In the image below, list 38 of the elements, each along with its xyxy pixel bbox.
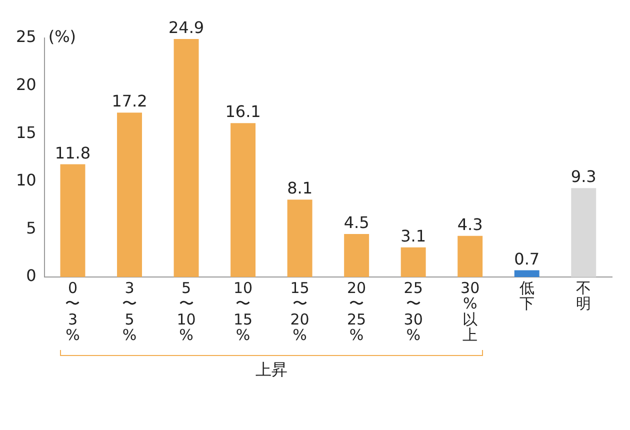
bar: [287, 200, 312, 277]
bar: [458, 236, 483, 277]
bar: [571, 188, 596, 277]
bar: [230, 123, 256, 277]
x-tick-label: 不明: [576, 278, 592, 313]
bar: [344, 234, 370, 277]
y-axis-title: (%): [48, 27, 76, 46]
y-tick-label: 15: [16, 122, 36, 142]
data-label: 24.9: [168, 18, 204, 38]
data-label: 3.1: [400, 226, 426, 246]
x-tick-label: 3〜5%: [122, 278, 138, 344]
bar: [60, 164, 86, 277]
y-tick-label: 25: [16, 27, 36, 46]
data-label: 4.5: [344, 213, 370, 232]
data-label: 4.3: [457, 215, 483, 234]
data-label: 16.1: [225, 102, 261, 122]
text: 上昇: [254, 360, 288, 381]
x-tick-label: 15〜20%: [290, 278, 310, 344]
bar: [117, 112, 142, 277]
bar: [514, 270, 540, 277]
bar: [400, 247, 426, 277]
data-label: 9.3: [570, 167, 596, 186]
x-tick-label: 20〜25%: [347, 278, 366, 344]
data-label: 17.2: [112, 92, 148, 111]
data-label: 8.1: [287, 178, 313, 198]
x-tick-label: 5〜10%: [176, 278, 196, 344]
data-label: 0.7: [514, 249, 540, 268]
x-tick-label: 0〜3%: [65, 278, 80, 344]
x-tick-label: 低下: [519, 278, 534, 313]
y-tick-label: 0: [26, 266, 36, 286]
bar: [174, 38, 199, 277]
y-tick-label: 10: [16, 170, 36, 190]
y-tick-label: 5: [26, 218, 36, 238]
x-tick-label: 10〜15%: [233, 278, 253, 344]
data-label: 11.8: [54, 143, 91, 162]
x-tick-label: 25〜30%: [404, 278, 423, 344]
y-tick-label: 20: [16, 74, 36, 94]
x-tick-label: 30%以上: [460, 278, 480, 344]
